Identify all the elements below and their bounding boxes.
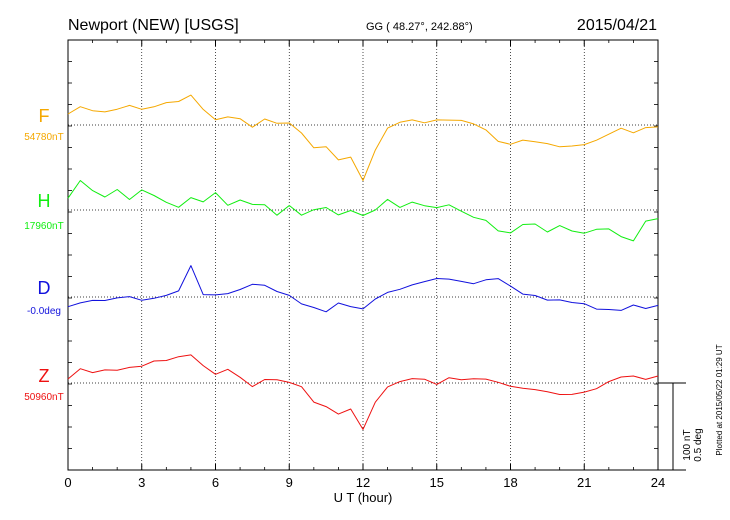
series-f-label: F xyxy=(39,106,50,126)
scale-nt-label: 100 nT xyxy=(682,429,693,460)
series-z-baseline-value: 50960nT xyxy=(24,392,63,403)
x-tick-label: 24 xyxy=(651,475,665,490)
series-lines xyxy=(67,94,659,430)
grid xyxy=(68,39,658,471)
x-axis-label: U T (hour) xyxy=(334,490,393,505)
x-tick-label: 6 xyxy=(212,475,219,490)
series-d-label: D xyxy=(38,278,51,298)
series-d-baseline-value: -0.0deg xyxy=(27,306,61,317)
series-h-line xyxy=(67,180,659,242)
x-tick-label: 9 xyxy=(286,475,293,490)
date-label: 2015/04/21 xyxy=(577,17,657,34)
series-f-baseline-value: 54780nT xyxy=(24,132,63,143)
scale-deg-label: 0.5 deg xyxy=(693,428,704,461)
x-tick-label: 15 xyxy=(430,475,444,490)
x-tick-label: 18 xyxy=(503,475,517,490)
x-tick-label: 12 xyxy=(356,475,370,490)
baselines xyxy=(68,124,658,384)
x-tick-label: 21 xyxy=(577,475,591,490)
series-h-label: H xyxy=(38,191,51,211)
series-labels: F 54780nT H 17960nT D -0.0deg Z 50960nT xyxy=(24,106,63,403)
series-h-baseline-value: 17960nT xyxy=(24,221,63,232)
x-tick-label: 3 xyxy=(138,475,145,490)
x-tick-label: 0 xyxy=(64,475,71,490)
series-f-line xyxy=(67,94,659,181)
series-z-label: Z xyxy=(39,366,50,386)
x-ticks: 0 3 6 9 12 15 18 21 24 xyxy=(64,40,665,490)
plot-frame xyxy=(67,39,659,471)
series-z-line xyxy=(67,354,659,430)
series-d-line xyxy=(67,265,659,313)
coordinates-label: GG ( 48.27°, 242.88°) xyxy=(366,21,473,33)
plotted-timestamp: Plotted at 2015/05/22 01:29 UT xyxy=(715,344,724,455)
station-title: Newport (NEW) [USGS] xyxy=(68,17,239,34)
